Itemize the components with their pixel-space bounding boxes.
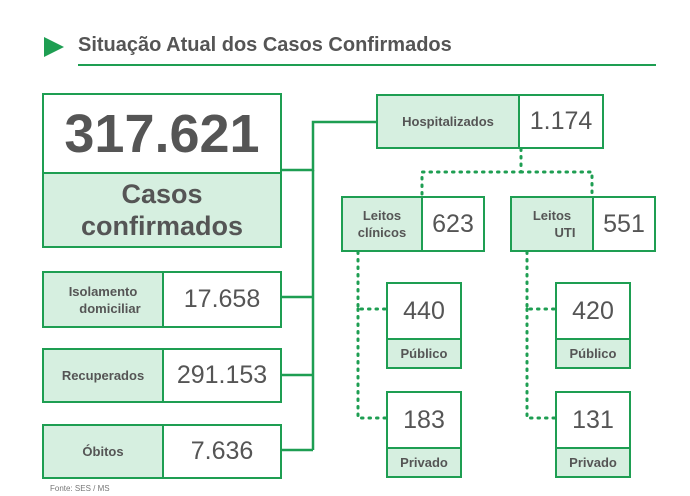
deaths-label: Óbitos <box>44 426 164 477</box>
header-arrow-icon <box>44 37 64 57</box>
clinical-public-value: 440 <box>403 296 445 325</box>
icu-beds-label-line1: Leitos <box>532 208 572 223</box>
clinical-beds-label: Leitos clínicos <box>343 198 423 250</box>
total-cases-label-line2: confirmados <box>80 211 244 241</box>
icu-private-card: 131 Privado <box>555 391 631 478</box>
deaths-value: 7.636 <box>190 437 254 465</box>
icu-public-label: Público <box>557 338 629 367</box>
icu-private-value: 131 <box>572 405 614 434</box>
hospitalized-label: Hospitalizados <box>378 96 520 147</box>
total-cases-label: Casos confirmados <box>44 172 280 246</box>
icu-public-card: 420 Público <box>555 282 631 369</box>
hospitalized-card: Hospitalizados 1.174 <box>376 94 604 149</box>
clinical-public-card: 440 Público <box>386 282 462 369</box>
icu-beds-value: 551 <box>603 209 645 238</box>
clinical-private-value: 183 <box>403 405 445 434</box>
clinical-private-label: Privado <box>388 447 460 476</box>
deaths-card: Óbitos 7.636 <box>42 424 282 479</box>
recovered-label: Recuperados <box>44 350 164 401</box>
icu-beds-label: Leitos UTI <box>512 198 594 250</box>
total-cases-value: 317.621 <box>64 103 260 164</box>
page-title: Situação Atual dos Casos Confirmados <box>78 34 452 56</box>
home-isolation-card: Isolamento domiciliar 17.658 <box>42 271 282 328</box>
hospitalized-value: 1.174 <box>529 107 593 135</box>
clinical-beds-value: 623 <box>432 209 474 238</box>
clinical-public-label: Público <box>388 338 460 367</box>
total-cases-card: 317.621 Casos confirmados <box>42 93 282 248</box>
icu-beds-card: Leitos UTI 551 <box>510 196 656 252</box>
clinical-beds-label-line2: clínicos <box>357 225 407 240</box>
source-note: Fonte: SES / MS <box>50 484 110 493</box>
home-isolation-label-line2: domiciliar <box>79 300 141 316</box>
clinical-beds-card: Leitos clínicos 623 <box>341 196 485 252</box>
icu-public-value: 420 <box>572 296 614 325</box>
title-underline <box>78 64 656 66</box>
icu-beds-label-line2: UTI <box>554 225 576 240</box>
home-isolation-label-line1: Isolamento <box>68 283 138 299</box>
clinical-beds-label-line1: Leitos <box>362 208 402 223</box>
icu-private-label: Privado <box>557 447 629 476</box>
clinical-private-card: 183 Privado <box>386 391 462 478</box>
home-isolation-label: Isolamento domiciliar <box>44 273 164 326</box>
home-isolation-value: 17.658 <box>183 285 261 313</box>
recovered-value: 291.153 <box>176 361 268 389</box>
recovered-card: Recuperados 291.153 <box>42 348 282 403</box>
total-cases-label-line1: Casos <box>121 179 203 209</box>
